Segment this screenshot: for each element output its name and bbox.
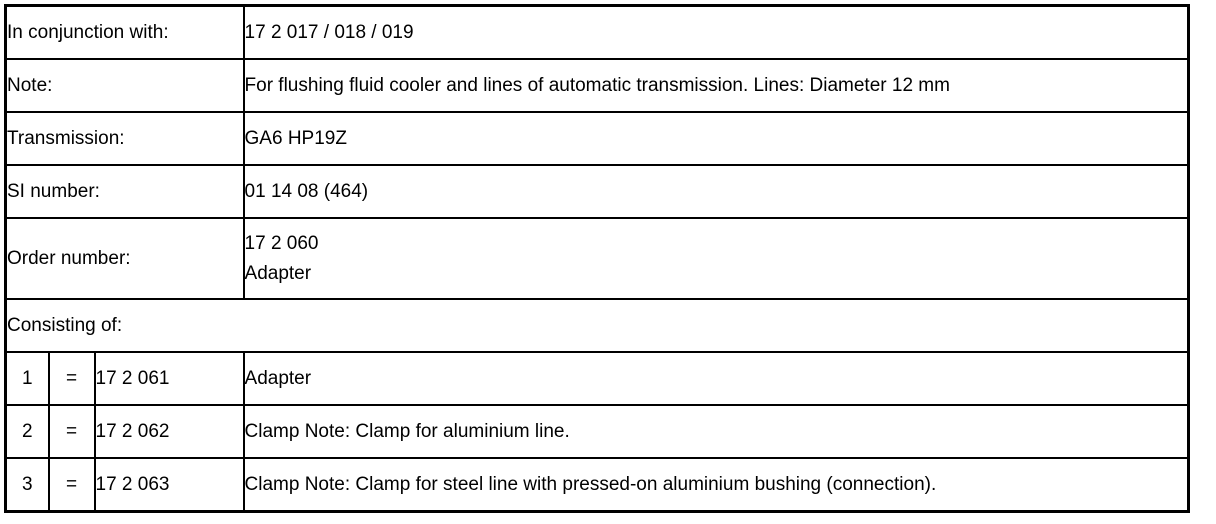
order-number-value: 17 2 060 bbox=[244, 232, 319, 254]
part-number: 17 2 062 bbox=[93, 404, 245, 459]
row-label: Order number: bbox=[3, 217, 245, 300]
row-label: Transmission: bbox=[3, 111, 245, 166]
part-number: 17 2 063 bbox=[93, 457, 245, 513]
part-description: Clamp Note: Clamp for steel line with pr… bbox=[242, 457, 1190, 513]
info-row-in-conjunction-with: In conjunction with: 17 2 017 / 018 / 01… bbox=[3, 4, 1190, 60]
part-description: Clamp Note: Clamp for aluminium line. bbox=[242, 404, 1190, 459]
part-index: 3 bbox=[4, 457, 50, 513]
part-row: 2 = 17 2 062 Clamp Note: Clamp for alumi… bbox=[4, 404, 1190, 459]
info-row-si-number: SI number: 01 14 08 (464) bbox=[3, 164, 1190, 219]
part-row: 1 = 17 2 061 Adapter bbox=[4, 351, 1190, 406]
part-row: 3 = 17 2 063 Clamp Note: Clamp for steel… bbox=[4, 457, 1190, 513]
info-row-transmission: Transmission: GA6 HP19Z bbox=[3, 111, 1190, 166]
section-header-row: Consisting of: bbox=[4, 298, 1190, 353]
row-label: Note: bbox=[3, 58, 245, 113]
equals-sign: = bbox=[47, 351, 96, 406]
row-label: In conjunction with: bbox=[3, 4, 245, 60]
part-number: 17 2 061 bbox=[93, 351, 245, 406]
info-row-order-number: Order number: 17 2 060 Adapter bbox=[3, 217, 1190, 300]
row-value: 01 14 08 (464) bbox=[242, 164, 1190, 219]
spec-table: In conjunction with: 17 2 017 / 018 / 01… bbox=[3, 4, 1190, 513]
row-value: 17 2 060 Adapter bbox=[242, 217, 1190, 300]
part-description: Adapter bbox=[242, 351, 1190, 406]
row-value: For flushing fluid cooler and lines of a… bbox=[242, 58, 1190, 113]
row-label: SI number: bbox=[3, 164, 245, 219]
row-value: 17 2 017 / 018 / 019 bbox=[242, 4, 1190, 60]
equals-sign: = bbox=[47, 457, 96, 513]
info-row-note: Note: For flushing fluid cooler and line… bbox=[3, 58, 1190, 113]
section-header: Consisting of: bbox=[4, 298, 1190, 353]
row-value: GA6 HP19Z bbox=[242, 111, 1190, 166]
part-index: 1 bbox=[4, 351, 50, 406]
order-number-item-name: Adapter bbox=[244, 262, 312, 284]
part-index: 2 bbox=[4, 404, 50, 459]
equals-sign: = bbox=[47, 404, 96, 459]
